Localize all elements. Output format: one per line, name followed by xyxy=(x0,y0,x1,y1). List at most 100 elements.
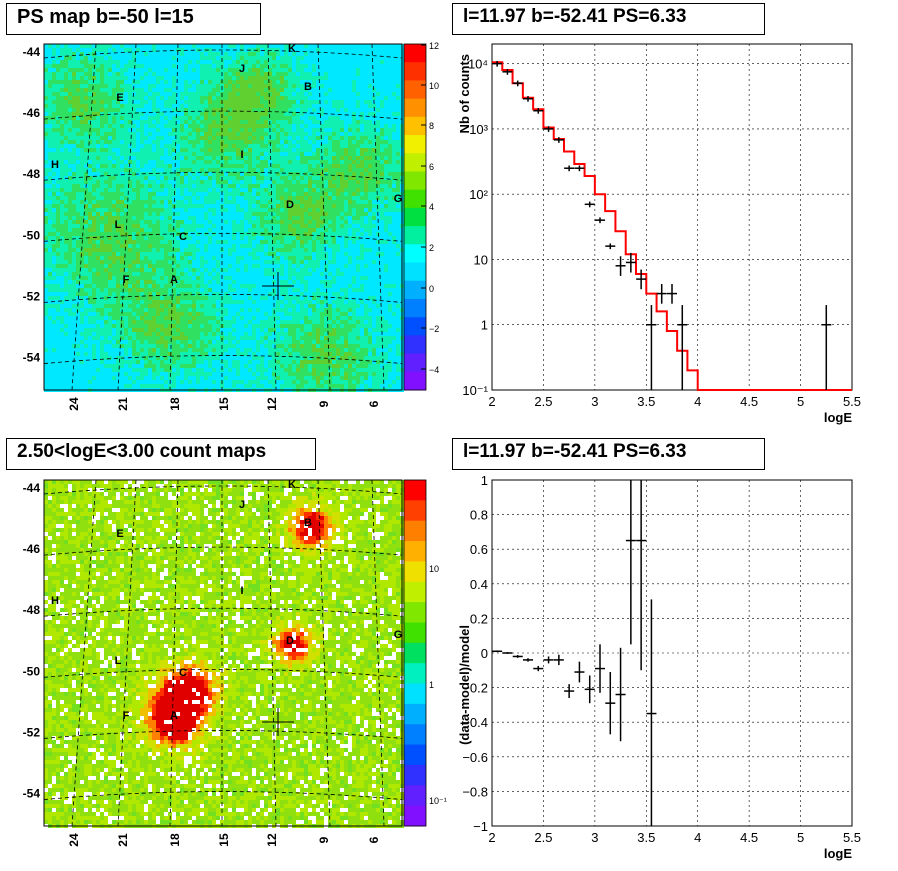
map-cell xyxy=(120,216,124,220)
map-cell xyxy=(228,136,232,140)
map-cell xyxy=(384,148,388,152)
map-cell xyxy=(380,220,384,224)
map-cell xyxy=(148,204,152,208)
map-cell xyxy=(164,132,168,136)
map-cell xyxy=(168,52,172,56)
map-cell xyxy=(164,56,168,60)
map-cell xyxy=(316,168,320,172)
map-cell xyxy=(76,108,80,112)
map-cell xyxy=(188,44,192,48)
map-cell xyxy=(188,236,192,240)
map-cell xyxy=(96,220,100,224)
map-cell xyxy=(256,44,260,48)
map-cell xyxy=(276,180,280,184)
map-cell xyxy=(384,196,388,200)
map-cell xyxy=(328,256,332,260)
map-cell xyxy=(148,144,152,148)
map-cell xyxy=(224,252,228,256)
map-cell xyxy=(48,60,52,64)
map-cell xyxy=(372,228,376,232)
map-cell xyxy=(168,120,172,124)
map-cell xyxy=(120,228,124,232)
map-cell xyxy=(392,224,396,228)
map-cell xyxy=(172,260,176,264)
map-cell xyxy=(340,196,344,200)
map-cell xyxy=(88,60,92,64)
map-cell xyxy=(168,208,172,212)
map-cell xyxy=(68,180,72,184)
map-cell xyxy=(332,212,336,216)
map-cell xyxy=(100,124,104,128)
map-cell xyxy=(232,80,236,84)
map-cell xyxy=(196,208,200,212)
map-cell xyxy=(260,188,264,192)
map-cell xyxy=(384,212,388,216)
map-cell xyxy=(240,72,244,76)
map-cell xyxy=(300,88,304,92)
map-cell xyxy=(300,60,304,64)
map-cell xyxy=(164,160,168,164)
map-cell xyxy=(184,216,188,220)
map-cell xyxy=(88,140,92,144)
map-cell xyxy=(308,240,312,244)
map-cell xyxy=(132,256,136,260)
map-cell xyxy=(172,128,176,132)
map-cell xyxy=(104,248,108,252)
map-cell xyxy=(104,196,108,200)
map-cell xyxy=(396,56,400,60)
map-cell xyxy=(324,188,328,192)
map-cell xyxy=(208,124,212,128)
map-cell xyxy=(128,252,132,256)
map-cell xyxy=(244,116,248,120)
map-cell xyxy=(216,200,220,204)
map-cell xyxy=(136,88,140,92)
map-cell xyxy=(368,236,372,240)
map-cell xyxy=(184,144,188,148)
map-cell xyxy=(380,256,384,260)
map-cell xyxy=(320,48,324,52)
map-cell xyxy=(340,96,344,100)
map-cell xyxy=(68,188,72,192)
map-cell xyxy=(244,220,248,224)
map-cell xyxy=(368,200,372,204)
map-cell xyxy=(260,212,264,216)
map-cell xyxy=(124,56,128,60)
map-cell xyxy=(392,160,396,164)
map-cell xyxy=(132,160,136,164)
map-cell xyxy=(84,56,88,60)
map-cell xyxy=(268,52,272,56)
map-cell xyxy=(288,252,292,256)
map-cell xyxy=(388,76,392,80)
map-cell xyxy=(116,172,120,176)
map-cell xyxy=(188,68,192,72)
map-cell xyxy=(364,236,368,240)
map-cell xyxy=(364,124,368,128)
map-cell xyxy=(392,132,396,136)
map-cell xyxy=(336,112,340,116)
map-cell xyxy=(388,88,392,92)
map-cell xyxy=(224,228,228,232)
map-cell xyxy=(212,156,216,160)
map-cell xyxy=(320,204,324,208)
map-cell xyxy=(332,184,336,188)
map-cell xyxy=(112,160,116,164)
map-cell xyxy=(280,252,284,256)
map-cell xyxy=(364,216,368,220)
map-cell xyxy=(396,220,400,224)
map-cell xyxy=(48,64,52,68)
map-cell xyxy=(236,104,240,108)
map-cell xyxy=(280,44,284,48)
map-cell xyxy=(56,212,60,216)
map-cell xyxy=(100,204,104,208)
map-cell xyxy=(296,228,300,232)
map-cell xyxy=(300,260,304,264)
map-cell xyxy=(144,156,148,160)
map-cell xyxy=(100,120,104,124)
map-cell xyxy=(148,128,152,132)
map-cell xyxy=(212,160,216,164)
map-cell xyxy=(184,88,188,92)
map-cell xyxy=(132,200,136,204)
map-cell xyxy=(260,240,264,244)
map-cell xyxy=(140,112,144,116)
map-cell xyxy=(344,92,348,96)
